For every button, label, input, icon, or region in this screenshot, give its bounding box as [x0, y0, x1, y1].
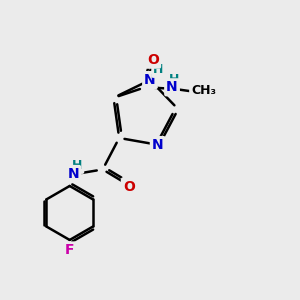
- Text: N: N: [68, 167, 79, 181]
- Text: H: H: [153, 63, 164, 76]
- Text: F: F: [65, 244, 74, 257]
- Text: N: N: [144, 73, 156, 87]
- Text: CH₃: CH₃: [191, 84, 216, 98]
- Text: O: O: [123, 180, 135, 194]
- Text: O: O: [147, 53, 159, 67]
- Text: H: H: [72, 159, 83, 172]
- Text: H: H: [169, 73, 179, 86]
- Text: N: N: [152, 138, 164, 152]
- Text: N: N: [166, 80, 178, 94]
